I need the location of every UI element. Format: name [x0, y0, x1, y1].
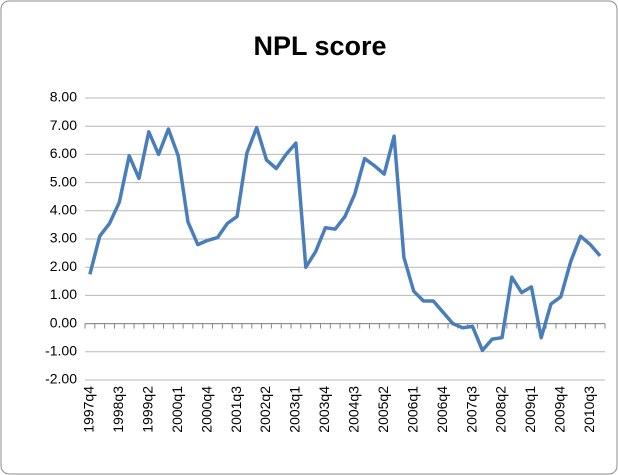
x-tick-label: 2009q4 — [552, 386, 568, 433]
x-tick-label: 1999q2 — [139, 386, 155, 433]
y-tick-label: 2.00 — [50, 258, 77, 274]
x-tick-label: 2005q2 — [375, 386, 391, 433]
y-tick-label: 0.00 — [50, 314, 77, 330]
x-tick-label: 2000q4 — [198, 386, 214, 433]
chart-title: NPL score — [253, 31, 386, 61]
y-tick-label: 4.00 — [50, 202, 77, 218]
x-tick-label: 2000q1 — [169, 386, 185, 433]
x-tick-label: 2003q1 — [287, 386, 303, 433]
x-tick-label: 2010q3 — [581, 386, 597, 433]
y-tick-label: 5.00 — [50, 173, 77, 189]
x-tick-label: 2003q4 — [316, 386, 332, 433]
x-tick-label: 1997q4 — [81, 386, 97, 433]
x-tick-label: 2004q3 — [346, 386, 362, 433]
x-tick-label: 2009q1 — [522, 386, 538, 433]
y-tick-label: -2.00 — [45, 371, 77, 387]
x-tick-label: 2006q4 — [434, 386, 450, 433]
x-tick-label: 2006q1 — [404, 386, 420, 433]
x-tick-label: 2002q2 — [257, 386, 273, 433]
x-tick-label: 2001q3 — [228, 386, 244, 433]
x-tick-label: 2007q3 — [463, 386, 479, 433]
y-tick-label: 8.00 — [50, 89, 77, 105]
y-tick-label: 7.00 — [50, 117, 77, 133]
data-line — [88, 125, 602, 353]
x-tick-label: 1998q3 — [110, 386, 126, 433]
y-tick-label: 3.00 — [50, 230, 77, 246]
y-tick-label: 1.00 — [50, 286, 77, 302]
x-tick-label: 2008q2 — [493, 386, 509, 433]
y-tick-label: 6.00 — [50, 145, 77, 161]
y-tick-label: -1.00 — [45, 343, 77, 359]
